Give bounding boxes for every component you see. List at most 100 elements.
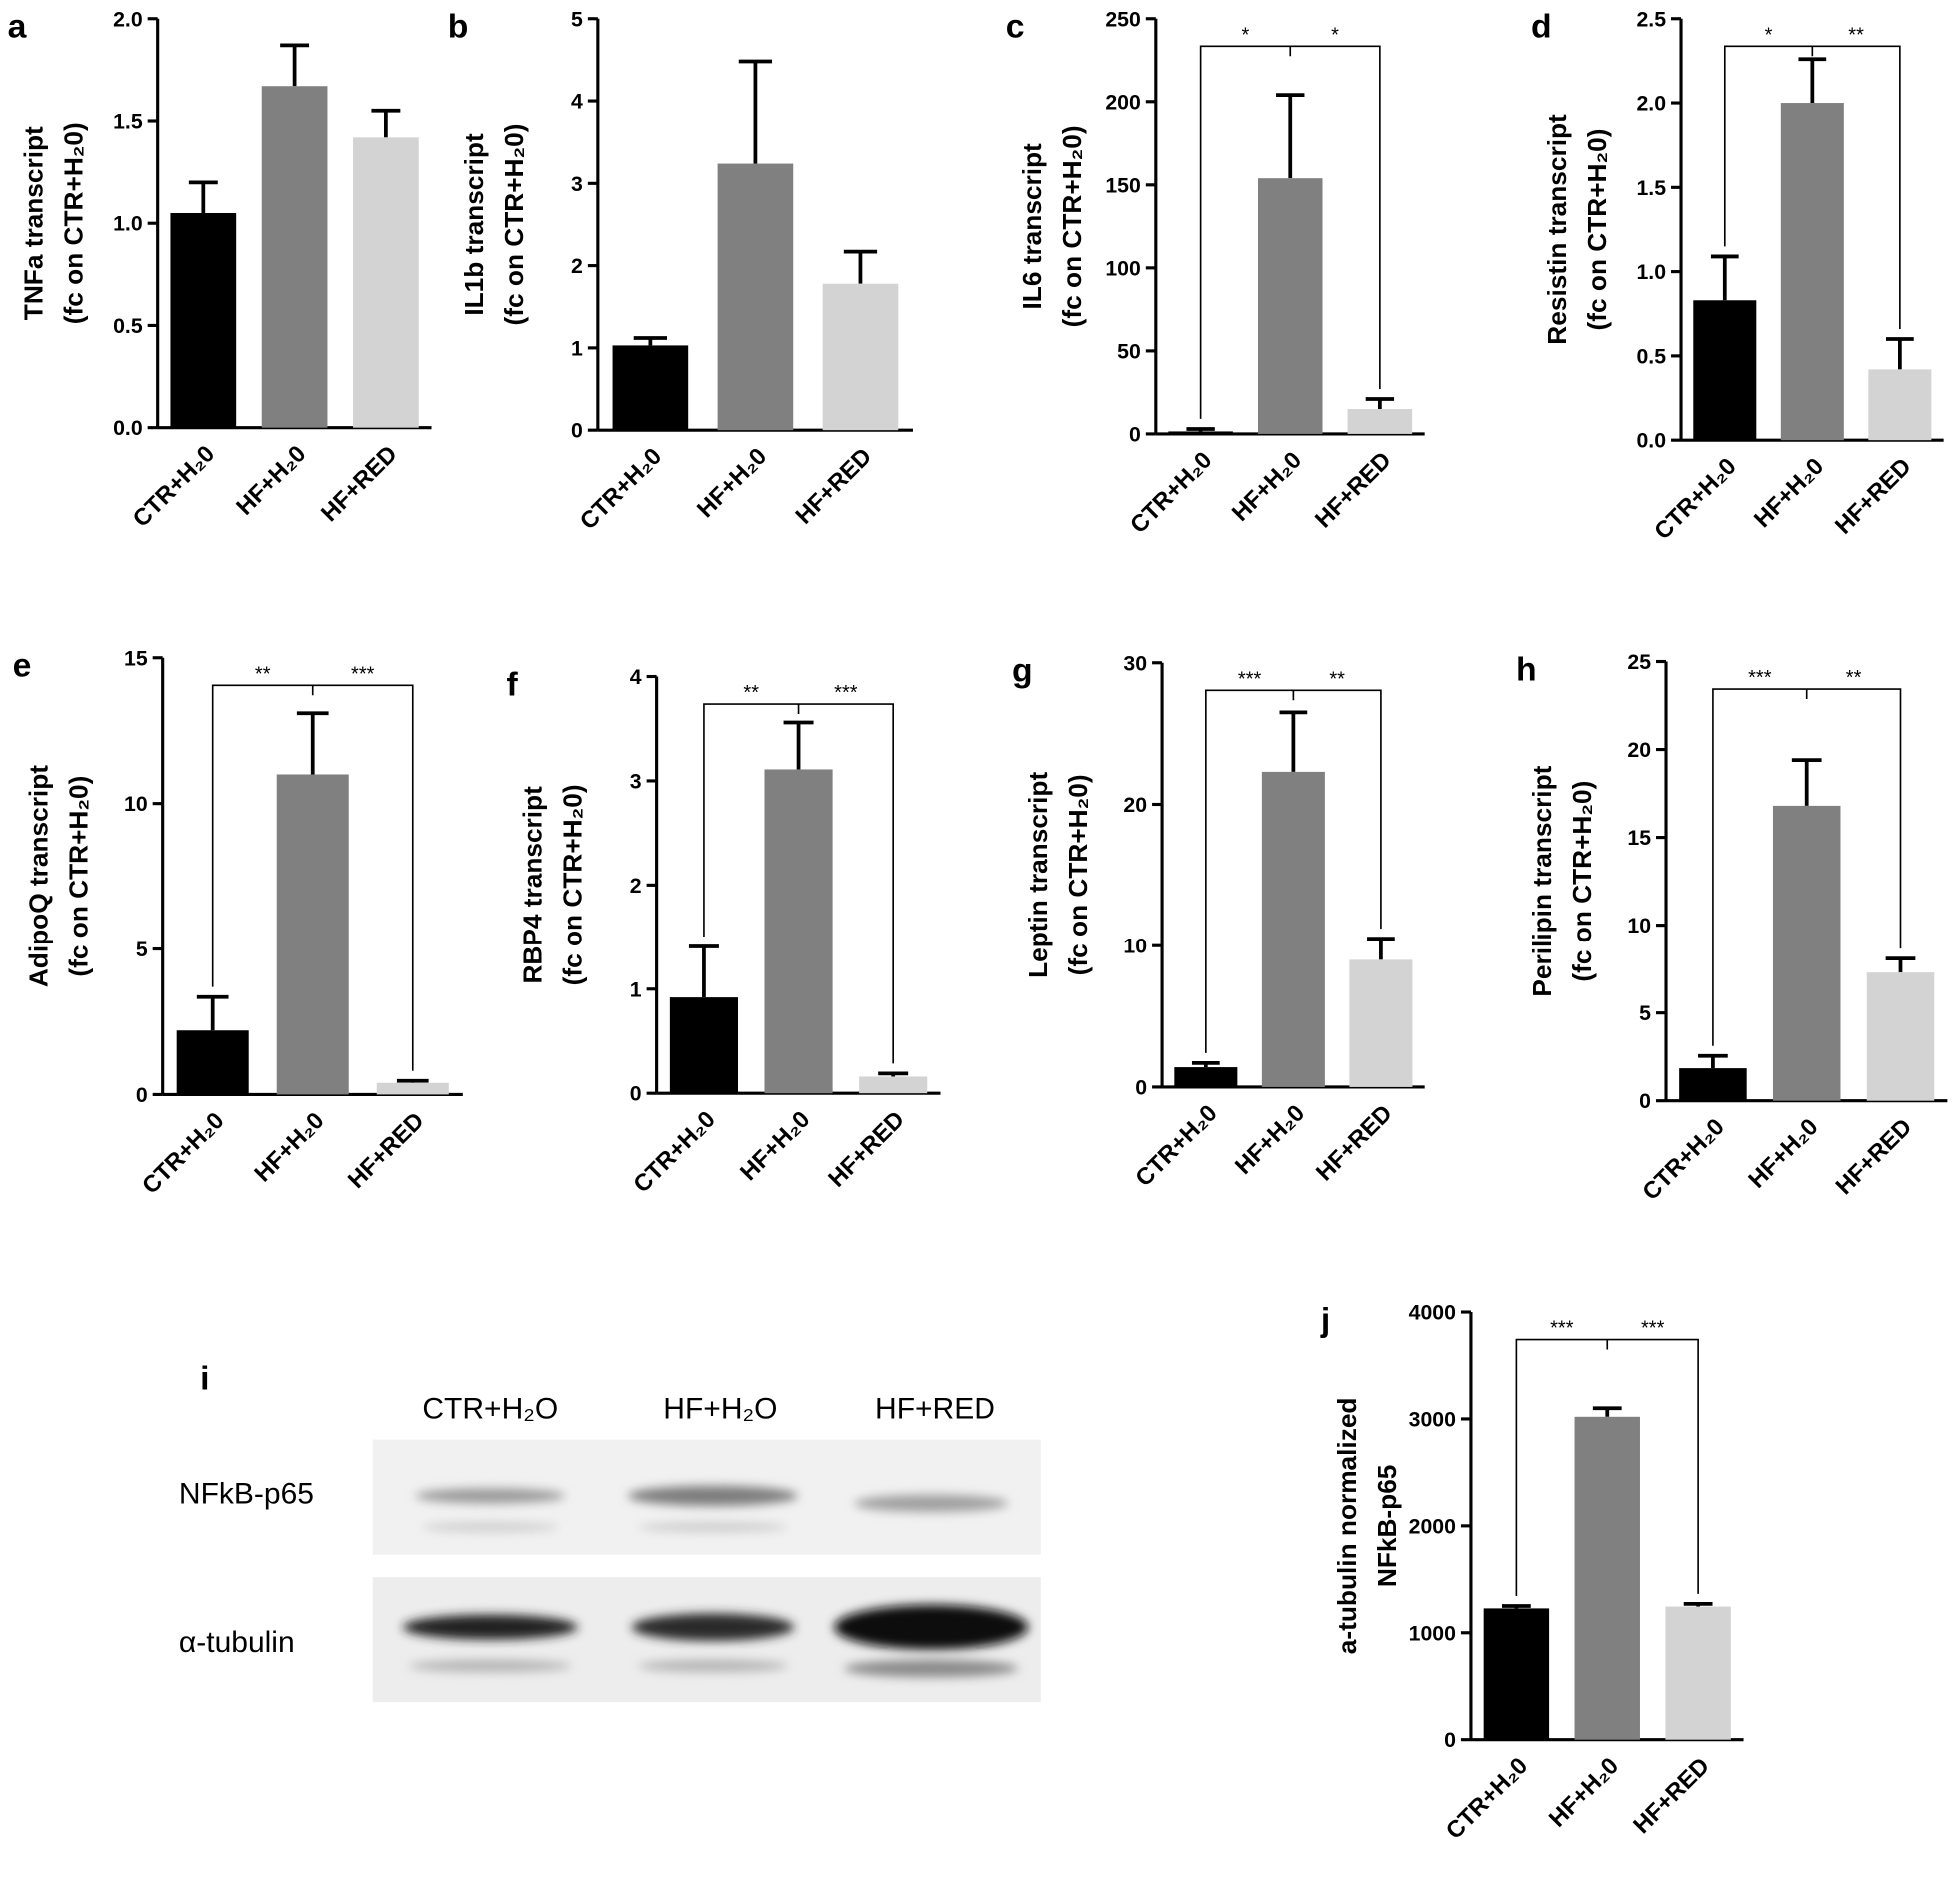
y-tick-label: 2 [630,874,642,898]
bar [1261,771,1325,1087]
bar [1347,409,1413,434]
x-tick-label: HF+RED [343,1107,430,1194]
bar [176,1030,249,1095]
western-blot: i CTR+H₂O HF+H₂O HF+RED NFkB-p65 α-tubul… [179,1360,1041,1703]
y-tick-label: 30 [1123,651,1147,675]
significance-label: *** [1641,1318,1665,1340]
x-tick-label: CTR+H₂0 [1637,1113,1729,1205]
panel-letter: c [1006,8,1025,46]
x-tick-label: CTR+H₂0 [1130,1100,1222,1192]
y-axis-label: (fc on CTR+H₂0) [1057,125,1087,327]
x-tick-label: HF+RED [1628,1752,1715,1839]
y-axis-label: Leptin transcript [1023,772,1053,978]
significance-label: * [1331,24,1339,46]
y-tick-label: 25 [1627,650,1651,674]
y-tick-label: 1.0 [1636,260,1666,284]
y-tick-label: 0.0 [113,416,143,440]
lane-label: HF+RED [875,1392,995,1425]
x-tick-label: CTR+H₂0 [1441,1752,1533,1844]
significance-label: *** [1550,1318,1574,1340]
y-axis-label: (fc on CTR+H₂0) [64,776,94,977]
x-tick-label: CTR+H₂0 [1649,453,1741,545]
y-tick-label: 15 [1627,826,1651,850]
bar [822,283,899,431]
x-tick-label: HF+RED [823,1106,910,1193]
y-tick-label: 1.5 [113,109,143,133]
significance-bracket [1712,688,1902,1046]
y-tick-label: 0.5 [1636,344,1666,368]
bar [1866,972,1935,1101]
significance-label: *** [1238,668,1262,690]
x-tick-label: HF+H₂0 [1749,453,1829,533]
bar [353,137,419,428]
y-tick-label: 2 [571,254,583,278]
chart-panel: j a-tubulin normalized NFkB-p65 0 1000 2000 30… [1320,1301,1744,1845]
x-tick-label: CTR+H₂0 [575,443,667,535]
bar [276,774,349,1095]
significance-bracket [703,703,894,1064]
y-tick-label: 2.0 [113,7,143,31]
row-label: NFkB-p65 [179,1477,314,1510]
panel-letter: b [448,8,469,46]
y-tick-label: 1.0 [113,212,143,236]
y-tick-label: 100 [1105,256,1140,280]
bar [1257,178,1323,434]
y-tick-label: 10 [1123,935,1147,958]
y-axis-label: a-tubulin normalized [1332,1398,1362,1655]
row-label: α-tubulin [179,1626,295,1659]
panel-letter: i [200,1360,209,1398]
x-tick-label: HF+RED [1311,1100,1398,1187]
x-tick-label: HF+H₂0 [249,1107,329,1187]
bar [1349,959,1413,1087]
chart-panel: a TNFa transcript (fc on CTR+H₂0) 0.0 0.5 1.0… [8,7,432,533]
x-tick-label: HF+H₂0 [692,443,772,523]
x-tick-label: CTR+H₂0 [137,1107,229,1199]
y-tick-label: 0 [1444,1728,1456,1752]
significance-label: *** [351,663,375,685]
blot-bands [402,1485,1029,1678]
x-tick-label: CTR+H₂0 [628,1106,720,1198]
y-tick-label: 0.5 [113,314,143,338]
bar [1868,369,1932,441]
chart-panel: d Resistin transcript (fc on CTR+H₂0) 0.0 0.… [1531,7,1944,545]
bar [1679,1068,1747,1101]
y-tick-label: 4000 [1409,1301,1456,1325]
significance-label: ** [1848,24,1864,46]
y-tick-label: 4 [571,90,583,114]
significance-bracket [211,684,414,1071]
significance-bracket [1199,45,1381,419]
chart-panel: e AdipoQ transcript (fc on CTR+H₂0) 0 5 10 15 C… [13,646,463,1199]
significance-bracket [1723,45,1901,330]
significance-label: * [1242,24,1250,46]
x-tick-label: HF+H₂0 [231,440,311,520]
x-tick-label: HF+RED [1830,1113,1917,1200]
y-tick-label: 15 [124,646,148,670]
y-tick-label: 3000 [1409,1407,1456,1431]
y-tick-label: 5 [136,938,148,961]
bar [1483,1608,1550,1740]
bar [1665,1606,1731,1740]
y-axis-label: IL6 transcript [1017,143,1047,310]
x-tick-label: HF+H₂0 [1743,1113,1823,1193]
bar [170,212,237,428]
y-axis-label: (fc on CTR+H₂0) [1582,128,1612,330]
y-tick-label: 250 [1105,7,1140,31]
panel-letter: a [8,8,27,46]
bar [261,86,328,428]
significance-bracket [1515,1338,1699,1597]
bar [1168,431,1233,434]
significance-label: *** [834,682,858,704]
y-tick-label: 2.0 [1636,92,1666,116]
chart-panel: f RBP4 transcript (fc on CTR+H₂0) 0 1 2 3 4 CTR+… [507,665,941,1198]
bar [1780,103,1844,441]
y-axis-label: Resistin transcript [1542,114,1572,345]
chart-panel: c IL6 transcript (fc on CTR+H₂0) 0 50 100 150 2… [1006,7,1425,539]
x-tick-label: CTR+H₂0 [128,440,220,532]
lane-label: CTR+H₂O [422,1392,558,1425]
chart-panel: h Perilipin transcript (fc on CTR+H₂0) 0 5 10… [1516,650,1948,1206]
bar [669,997,738,1094]
y-tick-label: 0 [1639,1089,1651,1113]
significance-label: ** [255,663,271,685]
x-tick-label: HF+RED [1830,453,1917,540]
